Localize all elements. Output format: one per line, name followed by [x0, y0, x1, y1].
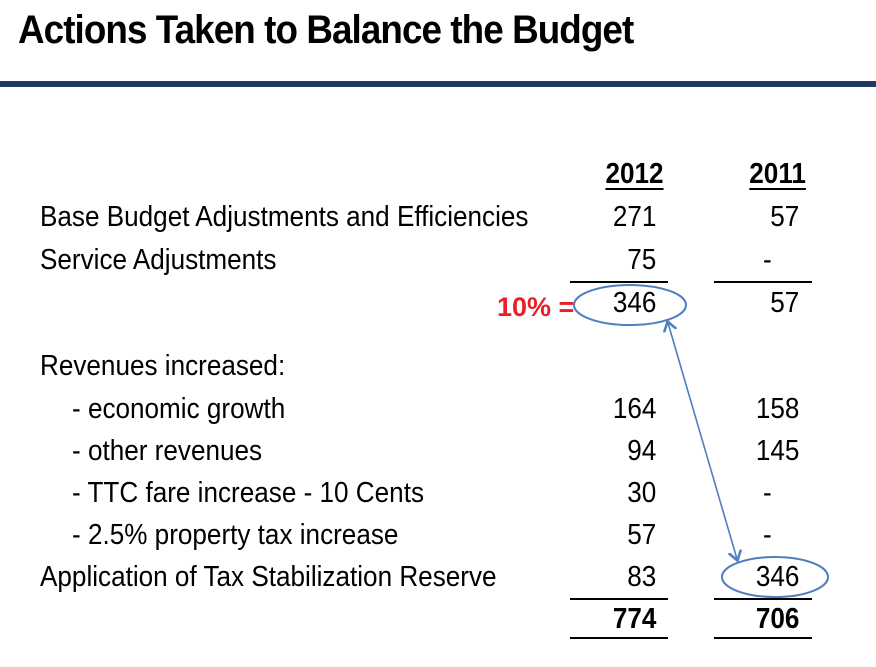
row-label: - TTC fare increase - 10 Cents — [72, 477, 424, 509]
cell-2012: 164 — [612, 393, 656, 425]
row-label: Base Budget Adjustments and Efficiencies — [40, 201, 529, 233]
col-header-2012: 2012 — [605, 158, 664, 190]
row-label: - other revenues — [72, 435, 263, 467]
total-2011: 706 — [755, 603, 799, 635]
circle-2011-reserve — [721, 556, 829, 598]
total-line-2011 — [714, 598, 812, 600]
cell-2011: - — [763, 477, 772, 509]
cell-2011: 158 — [755, 393, 799, 425]
total-2012: 774 — [612, 603, 656, 635]
cell-2011: - — [763, 519, 772, 551]
total-line-2012 — [570, 598, 668, 600]
cell-2011-subtotal: 57 — [769, 287, 799, 319]
cell-2011: - — [763, 244, 772, 276]
cell-2012-subtotal: 346 — [612, 287, 656, 319]
row-label: Application of Tax Stabilization Reserve — [40, 561, 497, 593]
percent-annotation: 10% = — [497, 292, 575, 322]
total-underline-2012 — [570, 637, 668, 639]
col-header-2011: 2011 — [749, 158, 806, 190]
cell-2012: 75 — [626, 244, 656, 276]
connector-arrow — [668, 323, 737, 559]
cell-2012: 30 — [626, 477, 656, 509]
cell-2012: 83 — [626, 561, 656, 593]
row-label: Service Adjustments — [40, 244, 277, 276]
total-underline-2011 — [714, 637, 812, 639]
cell-2011: 57 — [769, 201, 799, 233]
page-title: Actions Taken to Balance the Budget — [18, 8, 634, 52]
circle-2012-subtotal — [573, 284, 687, 326]
row-label: Revenues increased: — [40, 350, 286, 382]
row-label: - economic growth — [72, 393, 286, 425]
title-rule — [0, 81, 876, 87]
subtotal-line-2012 — [570, 281, 668, 283]
cell-2012: 94 — [626, 435, 656, 467]
cell-2011: 346 — [755, 561, 799, 593]
row-label: - 2.5% property tax increase — [72, 519, 399, 551]
cell-2012: 57 — [626, 519, 656, 551]
cell-2011: 145 — [755, 435, 799, 467]
cell-2012: 271 — [612, 201, 656, 233]
subtotal-line-2011 — [714, 281, 812, 283]
